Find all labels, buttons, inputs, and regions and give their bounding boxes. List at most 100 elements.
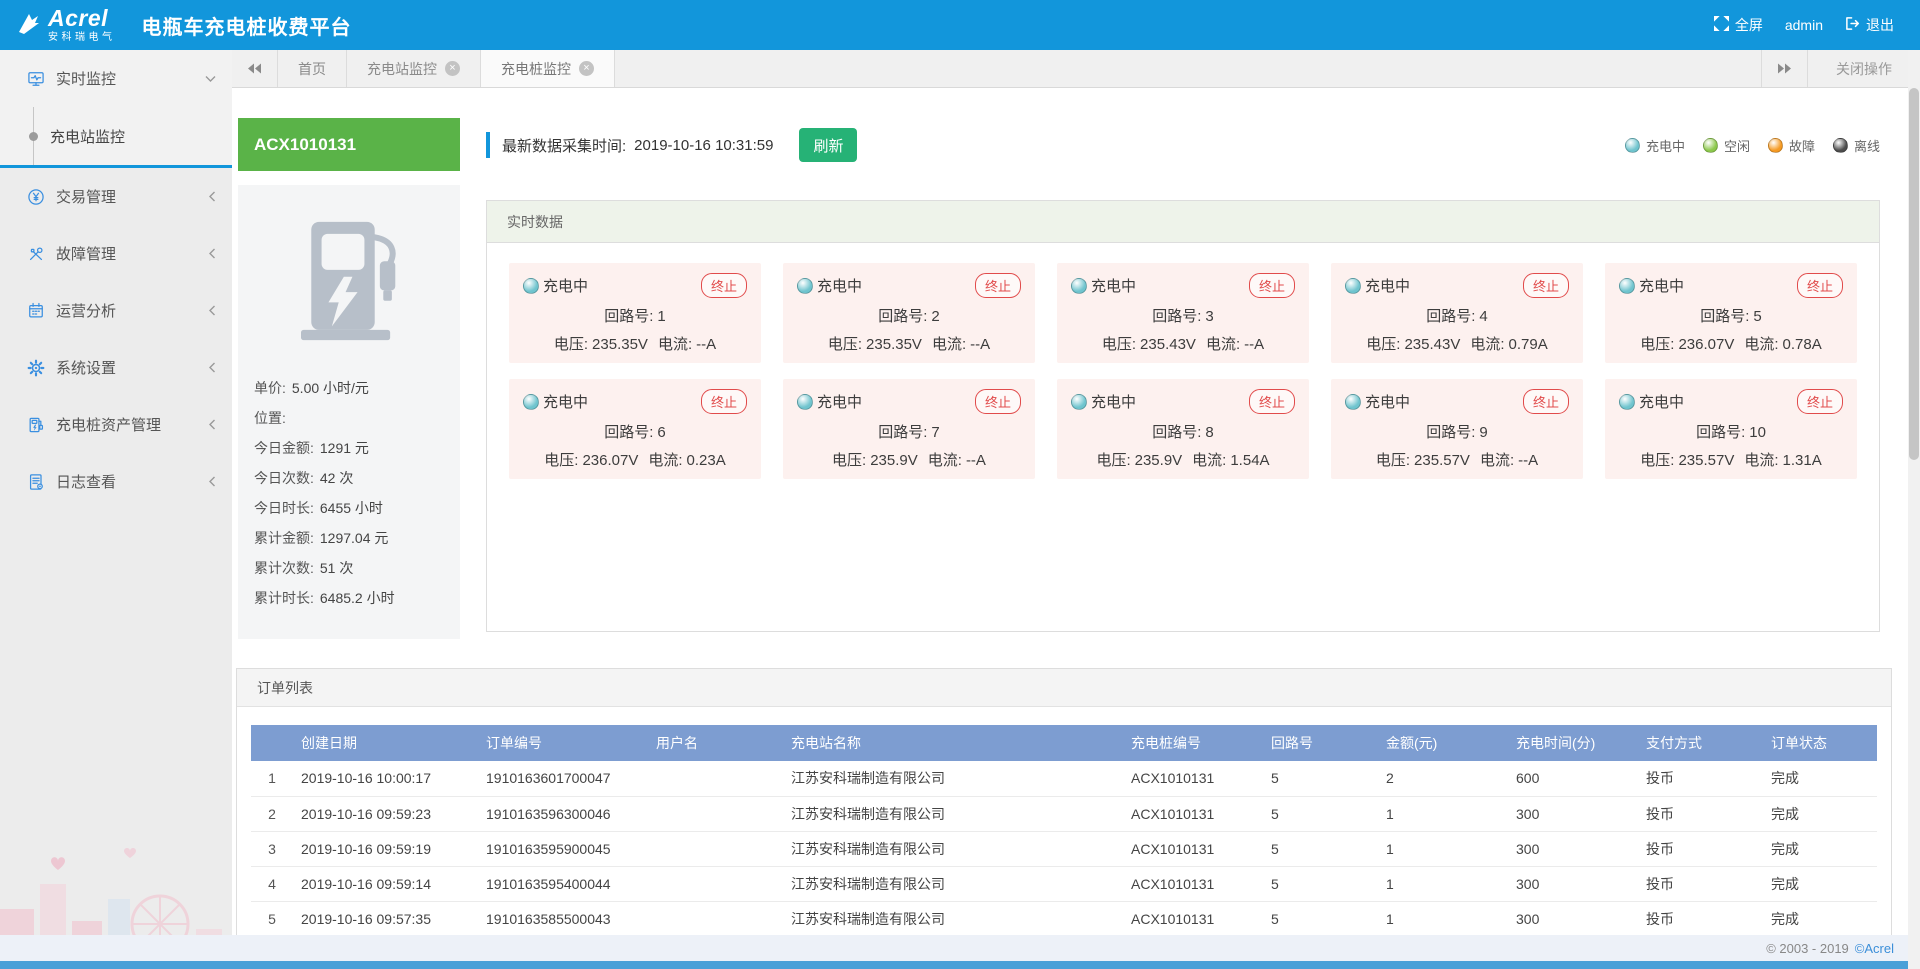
acrel-logo-icon [16,11,42,40]
table-cell: 4 [251,866,293,902]
circuit-card: 充电中 终止 回路号: 7 电压: 235.9V 电流: --A [783,379,1035,479]
sidebar-item-analysis[interactable]: 运营分析 [0,282,232,339]
username[interactable]: admin [1784,17,1823,33]
fullscreen-button[interactable]: 全屏 [1713,15,1763,35]
scrollbar-track[interactable] [1908,50,1920,969]
close-operations-button[interactable]: 关闭操作 [1807,50,1920,87]
monitor-icon [26,69,46,89]
circuit-number: 回路号: 8 [1152,424,1214,441]
circuit-card: 充电中 终止 回路号: 2 电压: 235.35V 电流: --A [783,263,1035,363]
station-id-header: ACX1010131 [238,118,460,171]
table-cell: ACX1010131 [1123,796,1263,832]
circuit-status: 充电中 [1639,394,1685,411]
stat-total-count: 累计次数: 51 次 [254,560,354,576]
circuit-number: 回路号: 2 [878,308,940,325]
refresh-button[interactable]: 刷新 [799,128,858,162]
status-dot-icon [797,277,813,294]
circuit-cards-grid: 充电中 终止 回路号: 1 电压: 235.35V 电流: --A 充电中 终止 回路号: 2… [487,243,1879,499]
column-header: 订单编号 [478,725,648,761]
stop-button[interactable]: 终止 [1522,273,1569,298]
table-row[interactable]: 2 2019-10-16 09:59:23 1910163596300046 江… [251,796,1877,832]
stop-button[interactable]: 终止 [1796,273,1843,298]
chevron-down-icon [205,75,216,83]
circuit-number: 回路号: 3 [1152,308,1214,325]
sidebar-item-transactions[interactable]: 交易管理 [0,168,232,225]
circuit-number: 回路号: 7 [878,424,940,441]
logout-button[interactable]: 退出 [1845,15,1894,35]
column-header: 订单状态 [1763,725,1877,761]
table-cell: 投币 [1638,761,1763,797]
stat-today-duration: 今日时长: 6455 小时 [254,500,383,516]
scrollbar-thumb[interactable] [1909,88,1919,460]
close-icon[interactable]: × [445,61,460,76]
stop-button[interactable]: 终止 [1796,389,1843,414]
table-row[interactable]: 3 2019-10-16 09:59:19 1910163595900045 江… [251,831,1877,867]
transaction-icon [26,187,46,207]
sidebar-item-label: 交易管理 [56,189,117,206]
circuit-status: 充电中 [1365,394,1411,411]
table-cell: ACX1010131 [1123,831,1263,867]
offline-dot-icon [1832,137,1848,153]
fault-dot-icon [1767,137,1783,153]
stop-button[interactable]: 终止 [1522,389,1569,414]
sidebar: 实时监控 充电站监控 交易管理 [0,50,232,938]
sidebar-item-logs[interactable]: 日志查看 [0,453,232,510]
status-dot-icon [1345,277,1361,294]
stop-button[interactable]: 终止 [974,389,1021,414]
copyright-text: © 2003 - 2019 [1766,940,1849,956]
stop-button[interactable]: 终止 [1248,389,1295,414]
stop-button[interactable]: 终止 [1248,273,1295,298]
sidebar-item-station-monitor[interactable]: 充电站监控 [0,107,232,165]
table-row[interactable]: 4 2019-10-16 09:59:14 1910163595400044 江… [251,866,1877,902]
circuit-card: 充电中 终止 回路号: 6 电压: 236.07V 电流: 0.23A [509,379,761,479]
tab-station-monitor[interactable]: 充电站监控 × [347,50,481,87]
stop-button[interactable]: 终止 [700,273,747,298]
stop-button[interactable]: 终止 [974,273,1021,298]
circuit-readings: 电压: 235.57V 电流: 1.31A [1640,452,1822,469]
brand-name: Acrel [48,5,109,31]
close-icon[interactable]: × [579,61,594,76]
table-cell: 300 [1508,796,1638,832]
tab-home[interactable]: 首页 [278,50,347,87]
legend-fault: 故障 [1767,136,1815,155]
tabs-scroll-right-button[interactable] [1761,50,1807,87]
page-title: 电瓶车充电桩收费平台 [141,16,352,39]
table-cell: 1 [1378,866,1508,902]
circuit-number: 回路号: 10 [1696,424,1766,441]
table-cell: 投币 [1638,901,1763,937]
table-cell: 300 [1508,901,1638,937]
table-cell: ACX1010131 [1123,866,1263,902]
table-cell: 投币 [1638,831,1763,867]
fault-icon [26,244,46,264]
table-cell: 2019-10-16 09:59:14 [293,866,478,902]
stop-button[interactable]: 终止 [700,389,747,414]
sidebar-item-realtime-monitor[interactable]: 实时监控 [0,50,232,107]
table-cell: 完成 [1763,901,1877,937]
table-cell: 1910163601700047 [478,761,648,797]
tab-bar: 首页 充电站监控 × 充电桩监控 × 关闭操作 [232,50,1920,88]
circuit-readings: 电压: 236.07V 电流: 0.78A [1640,336,1822,353]
charging-pile-icon [301,221,396,341]
sidebar-item-label: 系统设置 [56,360,117,377]
logout-icon [1845,16,1860,34]
sidebar-item-settings[interactable]: 系统设置 [0,339,232,396]
circuit-status: 充电中 [1639,278,1685,295]
table-cell: 5 [1263,831,1378,867]
table-cell [648,901,783,937]
stat-location: 位置: [254,410,286,426]
station-stats: 单价: 5.00 小时/元 位置: 今日金额: 1291 元 今日次数: 42 次 今… [238,365,460,613]
table-row[interactable]: 1 2019-10-16 10:00:17 1910163601700047 江… [251,761,1877,797]
tabs-scroll-left-button[interactable] [232,50,278,87]
table-row[interactable]: 5 2019-10-16 09:57:35 1910163585500043 江… [251,901,1877,937]
chevron-left-icon [208,305,216,316]
sidebar-item-pile-assets[interactable]: 充电桩资产管理 [0,396,232,453]
stat-today-count: 今日次数: 42 次 [254,470,354,486]
tab-pile-monitor[interactable]: 充电桩监控 × [481,50,615,87]
stat-total-duration: 累计时长: 6485.2 小时 [254,590,395,606]
sidebar-item-faults[interactable]: 故障管理 [0,225,232,282]
column-header: 用户名 [648,725,783,761]
status-dot-icon [1345,393,1361,410]
table-cell: 2 [1378,761,1508,797]
table-cell: 1910163595400044 [478,866,648,902]
footer-brand-link[interactable]: ©Acrel [1854,940,1894,956]
